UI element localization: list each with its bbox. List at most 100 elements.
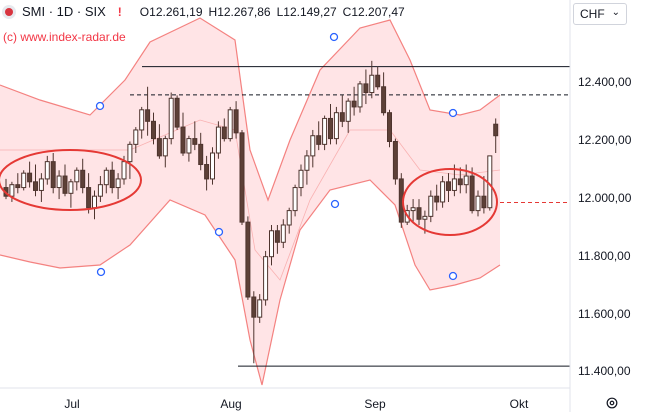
pivot-marker (330, 199, 340, 209)
currency-select[interactable]: CHF ⌄ (573, 3, 627, 25)
candle-body (469, 175, 475, 212)
candle-body (422, 215, 428, 220)
low-label: L (276, 4, 284, 19)
high-label: H (208, 4, 218, 19)
candle-body (145, 109, 151, 122)
candle-body (322, 117, 328, 145)
candle-body (375, 74, 381, 88)
candle-body (33, 181, 38, 191)
currency-value: CHF (580, 7, 605, 21)
candle-body (151, 120, 156, 140)
pivot-marker (448, 271, 458, 281)
pivot-marker (448, 108, 458, 118)
candle-body (156, 138, 162, 157)
candle-body (133, 129, 139, 145)
pivot-markers (95, 32, 458, 281)
high-value: 12.267,86 (217, 4, 271, 19)
candle-body (451, 178, 457, 191)
time-tick: Aug (220, 397, 242, 411)
upper-band-line (0, 17, 501, 202)
candle-body (215, 126, 221, 154)
candle-body (74, 169, 80, 183)
candle-body (428, 195, 434, 217)
candle-body (162, 138, 168, 157)
candle-body (269, 230, 274, 258)
candlestick-series (3, 60, 499, 364)
candle-body (463, 175, 469, 186)
annotation-ellipse-right (402, 168, 498, 236)
candle-body (27, 172, 33, 183)
candle-body (304, 155, 310, 171)
candle-body (192, 138, 198, 145)
candle-body (357, 83, 363, 108)
symbol-label[interactable]: SMI · 1D · SIX (22, 4, 106, 19)
horizontal-levels (130, 66, 570, 367)
open-value: 12.261,19 (149, 4, 203, 19)
annotation-ellipse-left (0, 149, 142, 211)
warning-icon[interactable]: ! (117, 4, 122, 19)
pivot-marker (214, 227, 224, 237)
candle-body (174, 97, 180, 128)
price-tick: 11.600,00 (578, 307, 631, 321)
gear-icon[interactable] (604, 396, 620, 410)
candle-body (316, 135, 322, 145)
price-tick: 11.800,00 (578, 249, 631, 263)
candle-body (15, 184, 21, 189)
pivot-marker (95, 101, 105, 111)
candle-body (233, 109, 239, 134)
candle-body (115, 178, 121, 189)
candle-body (121, 161, 127, 180)
candle-body (198, 143, 204, 166)
candle-body (263, 256, 269, 301)
candle-body (257, 299, 263, 318)
candle-body (493, 123, 499, 137)
candle-body (298, 169, 304, 189)
candle-body (387, 112, 392, 142)
candle-body (21, 172, 27, 189)
bollinger-bands (0, 17, 501, 386)
candle-body (416, 207, 422, 220)
annotation-circles (0, 149, 498, 236)
candle-body (97, 184, 103, 197)
candle-body (186, 138, 192, 154)
candle-body (333, 112, 339, 140)
candle-body (310, 135, 316, 157)
candle-body (9, 184, 15, 197)
candle-body (38, 178, 44, 191)
candle-body (92, 195, 97, 209)
candle-body (274, 230, 280, 243)
price-tick: 11.400,00 (578, 364, 631, 378)
candle-body (103, 169, 109, 186)
candle-body (434, 195, 440, 203)
candle-body (339, 112, 345, 122)
candle-body (345, 100, 351, 122)
price-tick: 12.400,00 (578, 75, 632, 89)
candle-body (210, 152, 215, 180)
open-label: O (139, 4, 150, 19)
candle-body (139, 109, 145, 131)
candle-body (180, 126, 186, 154)
candle-body (86, 187, 92, 209)
pivot-marker (329, 32, 339, 42)
candle-body (351, 100, 357, 108)
candle-body (251, 296, 257, 318)
candle-body (62, 175, 68, 194)
candle-body (381, 86, 387, 114)
candle-body (481, 195, 487, 209)
close-value: 12.207,47 (351, 4, 405, 19)
candle-body (369, 74, 375, 94)
candle-body (292, 187, 298, 212)
candle-body (446, 181, 451, 191)
watermark: (c) www.index-radar.de (3, 30, 126, 44)
candle-body (221, 126, 227, 140)
candle-body (80, 169, 86, 189)
time-tick: Sep (364, 397, 386, 411)
candle-body (168, 97, 174, 140)
candle-body (50, 161, 56, 189)
chevron-down-icon: ⌄ (611, 7, 620, 18)
band-fill (0, 18, 500, 385)
candle-body (44, 161, 50, 180)
close-label: C (342, 4, 352, 19)
candle-body (245, 221, 251, 298)
